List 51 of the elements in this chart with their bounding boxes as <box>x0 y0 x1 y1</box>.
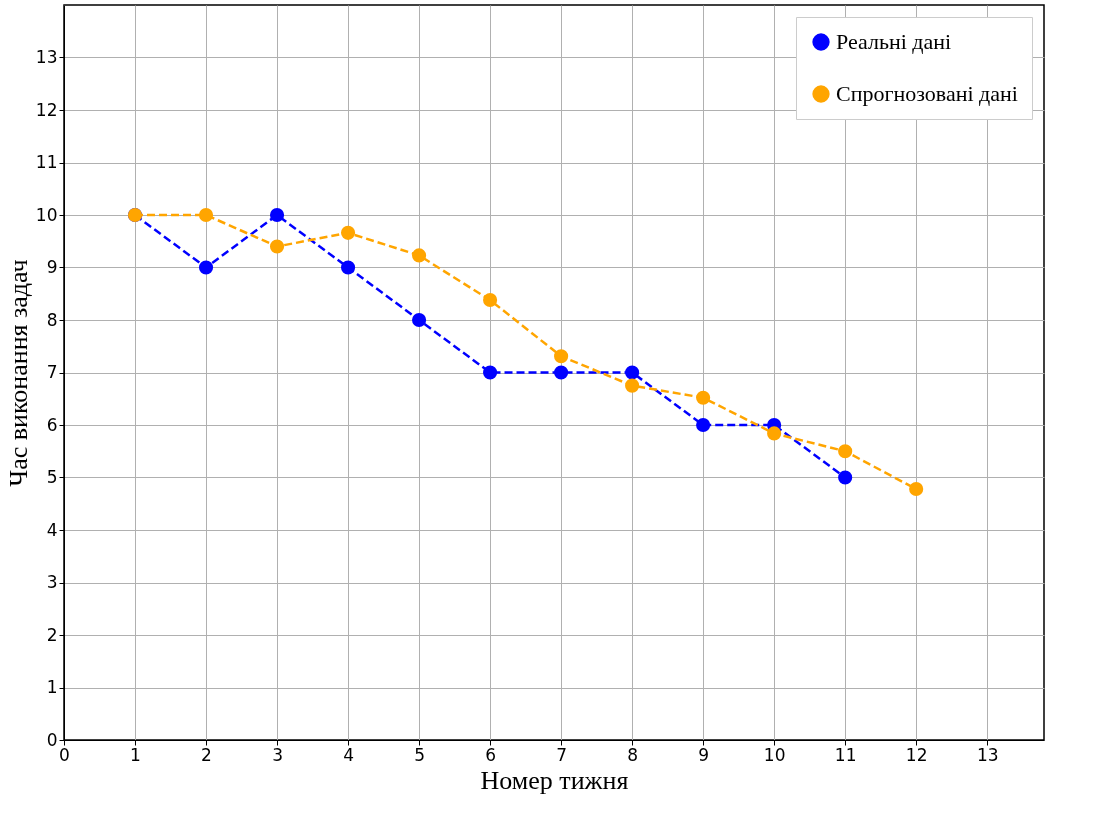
y-tick-label: 4 <box>46 519 58 540</box>
point <box>696 390 711 405</box>
x-tick-label: 4 <box>343 744 354 765</box>
legend-label: Спрогнозовані дані <box>836 81 1018 106</box>
x-tick-label: 7 <box>556 744 568 765</box>
point <box>838 470 853 485</box>
point <box>412 248 427 263</box>
x-tick-label: 11 <box>834 744 857 765</box>
x-axis-title: Номер тижня <box>480 765 629 795</box>
x-tick-label: 12 <box>905 744 928 765</box>
point <box>198 260 214 275</box>
point <box>554 349 569 364</box>
point <box>625 365 640 380</box>
point <box>269 239 285 254</box>
point <box>412 312 427 328</box>
y-tick-label: 1 <box>46 677 58 697</box>
x-tick-label: 5 <box>414 744 425 765</box>
point <box>198 207 214 223</box>
point <box>838 444 853 459</box>
x-tick-label: 8 <box>627 744 639 765</box>
y-tick-label: 2 <box>46 624 58 645</box>
y-tick-label: 7 <box>46 362 58 382</box>
y-tick-label: 3 <box>46 572 58 592</box>
point <box>767 426 782 441</box>
point <box>696 417 711 433</box>
y-tick-label: 5 <box>46 467 58 487</box>
point <box>483 292 498 308</box>
x-tick-label: 6 <box>485 744 496 765</box>
x-tick-label: 13 <box>976 744 999 765</box>
y-tick-label: 8 <box>46 309 58 330</box>
x-tick-label: 2 <box>201 744 212 765</box>
point <box>340 260 356 275</box>
x-tick-label: 1 <box>130 744 141 765</box>
legend-label: Реальні дані <box>836 29 952 54</box>
y-tick-label: 0 <box>46 729 58 750</box>
point <box>909 481 924 497</box>
y-tick-label: 9 <box>46 257 58 277</box>
y-tick-label: 6 <box>46 414 58 435</box>
point <box>625 378 640 393</box>
point <box>554 365 569 380</box>
x-tick-label: 10 <box>763 744 786 765</box>
y-tick-label: 12 <box>35 99 58 120</box>
y-tick-label: 10 <box>35 204 58 225</box>
y-tick-label: 11 <box>35 152 58 172</box>
y-axis-title: Час виконання задач <box>3 259 33 487</box>
point <box>269 207 285 223</box>
y-tick-label: 13 <box>35 47 58 67</box>
point <box>483 365 498 380</box>
x-tick-label: 9 <box>698 744 710 765</box>
point <box>340 225 356 240</box>
x-tick-label: 3 <box>272 744 283 765</box>
